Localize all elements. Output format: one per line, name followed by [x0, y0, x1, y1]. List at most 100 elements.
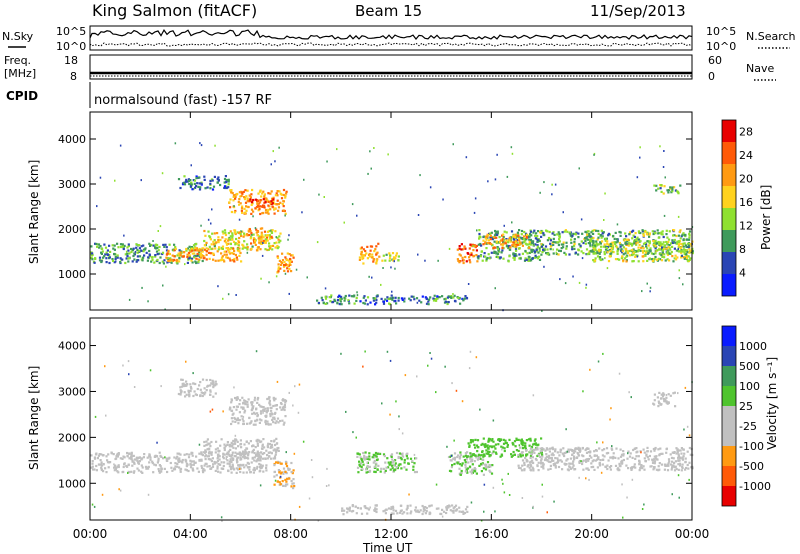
noise-tick-right-top: 10^5 [706, 25, 736, 38]
power-colorbar-tick: 4 [739, 267, 746, 280]
power-ytick-label: 4000 [58, 133, 86, 146]
power-region [381, 252, 400, 262]
nave-tick-bottom: 0 [708, 70, 715, 83]
time-tick-label: 20:00 [574, 527, 609, 541]
time-axis-label: Time UT [362, 541, 413, 554]
time-tick-label: 00:00 [675, 527, 710, 541]
velocity-region [652, 391, 677, 408]
power-colorbar-cell [722, 208, 736, 230]
power-region [456, 243, 479, 265]
power-ytick-label: 3000 [58, 178, 86, 191]
time-tick-label: 16:00 [474, 527, 509, 541]
power-colorbar-cell [722, 230, 736, 252]
velocity-colorbar-cell [722, 426, 736, 446]
velocity-colorbar-cell [722, 346, 736, 366]
velocity-colorbar-cell [722, 326, 736, 346]
nsearch-label: N.Search [746, 30, 796, 43]
nsearch-trace [89, 42, 693, 47]
power-region [358, 242, 381, 265]
velocity-data [90, 350, 694, 522]
velocity-colorbar-tick: -500 [739, 460, 764, 473]
velocity-axes: 1000 2000 3000 4000 [58, 318, 693, 520]
velocity-region [228, 396, 288, 426]
power-region [165, 247, 243, 263]
time-tick-label: 04:00 [173, 527, 208, 541]
velocity-colorbar-cell [722, 446, 736, 466]
velocity-ytick-label: 1000 [58, 477, 86, 490]
freq-unit: [MHz] [4, 67, 36, 80]
power-colorbar-tick: 20 [739, 173, 753, 186]
cpid-strip: CPID normalsound (fast) -157 RF [6, 82, 272, 108]
power-ytick-label: 2000 [58, 223, 86, 236]
nave-label: Nave [746, 62, 774, 75]
power-region [248, 197, 275, 209]
velocity-colorbar-label: Velocity [m s⁻¹] [765, 357, 779, 450]
power-region [276, 252, 295, 274]
nsky-trace [89, 28, 693, 40]
freq-strip: Freq. [MHz] 18 8 60 0 Nave [4, 54, 776, 83]
velocity-colorbar-tick: 500 [739, 360, 760, 373]
velocity-colorbar-tick: -1000 [739, 480, 771, 493]
noise-strip: N.Sky 10^5 10^0 10^5 10^0 N.Search [2, 25, 796, 53]
velocity-colorbar-cell [722, 466, 736, 486]
velocity-colorbar-tick: -100 [739, 440, 764, 453]
station-title: King Salmon (fitACF) [92, 1, 257, 20]
power-noise [96, 142, 694, 312]
velocity-panel: 1000 2000 3000 4000 Slant Range [km] 1000 50… [27, 317, 779, 522]
velocity-region [466, 437, 544, 458]
noise-tick-left-top: 10^5 [56, 25, 86, 38]
power-colorbar-tick: 12 [739, 220, 753, 233]
date-title: 11/Sep/2013 [590, 2, 686, 20]
velocity-noise [91, 350, 693, 522]
power-ytick-label: 1000 [58, 268, 86, 281]
velocity-colorbar-cell [722, 406, 736, 426]
velocity-colorbar: 1000 500 100 25 -25 -100 -500 -1000 [721, 325, 771, 507]
power-colorbar-cell [722, 164, 736, 186]
cpid-text: normalsound (fast) -157 RF [94, 93, 272, 108]
velocity-colorbar-tick: 100 [739, 380, 760, 393]
power-region [203, 229, 282, 252]
nsky-label: N.Sky [2, 30, 34, 43]
power-colorbar-cell [722, 120, 736, 142]
velocity-colorbar-tick: 25 [739, 400, 753, 413]
power-colorbar-cell [722, 274, 736, 296]
velocity-region [517, 446, 694, 472]
time-tick-label: 12:00 [374, 527, 409, 541]
power-region [653, 184, 682, 195]
power-region [316, 294, 469, 306]
power-colorbar-label: Power [dB] [759, 185, 773, 250]
noise-tick-left-bottom: 10^0 [56, 40, 86, 53]
power-colorbar-cell [722, 142, 736, 164]
beam-title: Beam 15 [355, 2, 422, 20]
power-axes: 1000 2000 3000 4000 [58, 112, 693, 310]
freq-tick-bottom: 8 [70, 70, 77, 83]
velocity-ytick-label: 2000 [58, 431, 86, 444]
power-colorbar-cell [722, 252, 736, 274]
velocity-ylabel: Slant Range [km] [27, 366, 41, 470]
velocity-colorbar-cell [722, 386, 736, 406]
power-region [248, 227, 273, 245]
noise-tick-right-bottom: 10^0 [706, 40, 736, 53]
velocity-region [273, 460, 296, 490]
freq-tick-top: 18 [64, 54, 78, 67]
power-colorbar-tick: 28 [739, 126, 753, 139]
time-tick-label: 08:00 [273, 527, 308, 541]
velocity-colorbar-cell [722, 366, 736, 386]
power-colorbar-cell [722, 186, 736, 208]
power-data [90, 142, 694, 312]
velocity-region [203, 437, 280, 461]
power-colorbar: 4 8 12 16 20 24 28 [721, 119, 753, 297]
velocity-region [177, 378, 218, 398]
velocity-ytick-label: 3000 [58, 385, 86, 398]
time-axis: 00:00 04:00 08:00 12:00 16:00 20:00 00:00 [73, 527, 710, 541]
freq-label: Freq. [4, 54, 31, 67]
cpid-label: CPID [6, 89, 38, 103]
velocity-region [90, 451, 268, 474]
velocity-region [341, 504, 469, 516]
velocity-ytick-label: 4000 [58, 340, 86, 353]
power-colorbar-tick: 8 [739, 243, 746, 256]
power-colorbar-tick: 24 [739, 149, 753, 162]
power-region [482, 233, 531, 250]
velocity-colorbar-cell [722, 486, 736, 506]
